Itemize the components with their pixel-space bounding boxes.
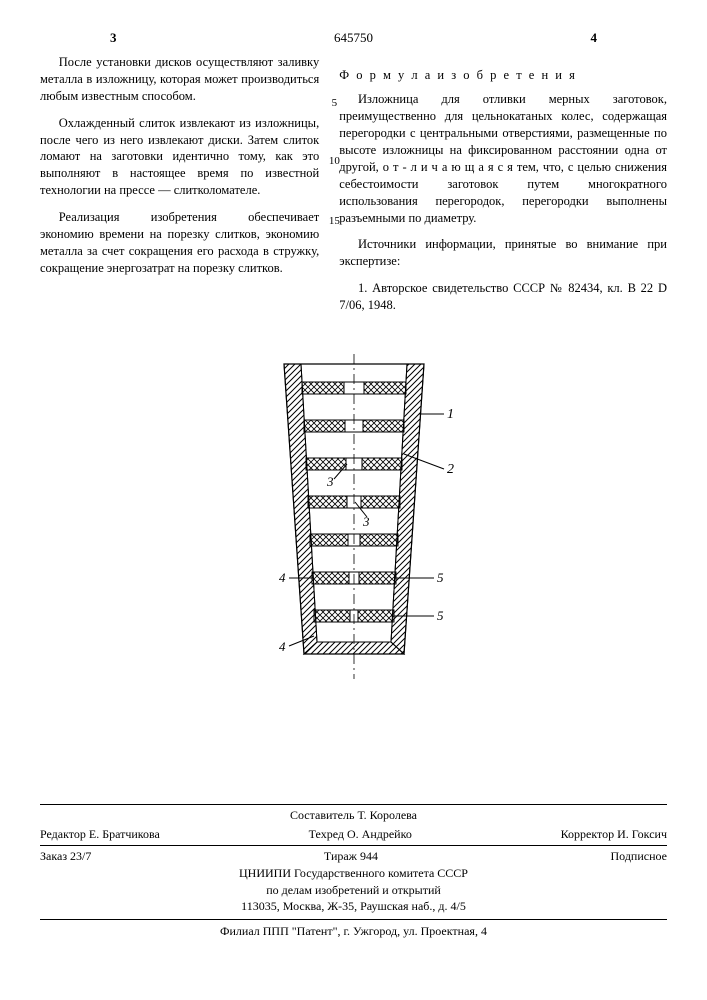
footer-address1: 113035, Москва, Ж-35, Раушская наб., д. …	[40, 898, 667, 915]
page-number-left: 3	[110, 30, 117, 46]
wall-hatch-left	[284, 364, 317, 654]
label-3a: 3	[326, 474, 334, 489]
label-4b: 4	[279, 639, 286, 654]
footer-podpisnoe: Подписное	[611, 848, 668, 865]
left-para-1: После установки дисков осуществляют зали…	[40, 54, 319, 105]
header-row: 3 645750 4	[40, 30, 667, 46]
line-marker-15: 15	[324, 214, 344, 229]
label-4a: 4	[279, 570, 286, 585]
right-para-1: Изложница для отливки мерных заготовок, …	[339, 91, 667, 226]
label-3b: 3	[362, 514, 370, 529]
footer-org1: ЦНИИПИ Государственного комитета СССР	[40, 865, 667, 882]
footer-org: ЦНИИПИ Государственного комитета СССР по…	[40, 865, 667, 920]
footer-print-info: Заказ 23/7 Тираж 944 Подписное	[40, 846, 667, 865]
page-number-right: 4	[591, 30, 598, 46]
line-marker-10: 10	[324, 154, 344, 169]
wall-hatch-right	[391, 364, 424, 654]
right-para-2: Источники информации, принятые во вниман…	[339, 236, 667, 270]
left-para-3: Реализация изобретения обеспечивает экон…	[40, 209, 319, 277]
text-columns: После установки дисков осуществляют зали…	[40, 54, 667, 324]
footer-tirazh: Тираж 944	[324, 848, 378, 865]
left-para-2: Охлажденный слиток извлекают из изложниц…	[40, 115, 319, 199]
label-2: 2	[447, 462, 454, 477]
figure-container: 1 2 3 3 4 4 5 5	[40, 354, 667, 684]
footer-compiler: Составитель Т. Королева	[40, 804, 667, 824]
footer: Составитель Т. Королева Редактор Е. Брат…	[40, 804, 667, 940]
right-para-3: 1. Авторское свидетельство СССР № 82434,…	[339, 280, 667, 314]
left-column: После установки дисков осуществляют зали…	[40, 54, 319, 324]
page: 3 645750 4 После установки дисков осущес…	[0, 0, 707, 1000]
footer-address2: Филиал ППП "Патент", г. Ужгород, ул. Про…	[40, 920, 667, 940]
label-1: 1	[447, 407, 454, 422]
mold-figure: 1 2 3 3 4 4 5 5	[239, 354, 469, 684]
line-marker-5: 5	[324, 96, 344, 111]
footer-editor: Редактор Е. Братчикова	[40, 826, 160, 843]
right-column: Ф о р м у л а и з о б р е т е н и я Изло…	[339, 54, 667, 324]
footer-techred: Техред О. Андрейко	[309, 826, 412, 843]
footer-credits: Редактор Е. Братчикова Техред О. Андрейк…	[40, 826, 667, 846]
formula-title: Ф о р м у л а и з о б р е т е н и я	[339, 67, 667, 84]
footer-corrector: Корректор И. Гоксич	[561, 826, 667, 843]
footer-order: Заказ 23/7	[40, 848, 91, 865]
document-number: 645750	[334, 30, 373, 46]
footer-org2: по делам изобретений и открытий	[40, 882, 667, 899]
label-5b: 5	[437, 608, 444, 623]
label-5a: 5	[437, 570, 444, 585]
